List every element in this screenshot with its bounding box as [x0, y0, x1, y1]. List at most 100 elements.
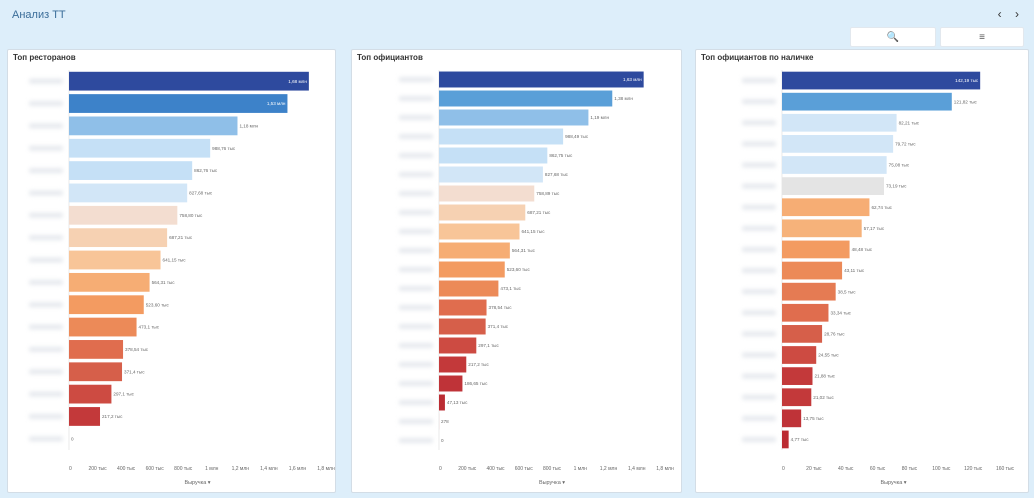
bar[interactable]: [69, 116, 238, 136]
bar[interactable]: [69, 272, 150, 292]
category-label-blurred: [399, 115, 433, 120]
bar[interactable]: [69, 228, 168, 248]
bar[interactable]: [782, 367, 813, 385]
bar-value-label: 38,5 тыс: [838, 289, 857, 294]
bar-value-label: 641,15 тыс: [163, 258, 187, 263]
bar[interactable]: [782, 177, 885, 195]
bar[interactable]: [782, 156, 887, 174]
bar[interactable]: [439, 128, 564, 145]
bar[interactable]: [439, 185, 535, 202]
bar[interactable]: [69, 340, 124, 359]
category-label-blurred: [29, 212, 63, 218]
bar-value-label: 1,68 млн: [288, 79, 307, 84]
bar[interactable]: [439, 337, 477, 354]
bar[interactable]: [782, 198, 870, 217]
bar-value-label: 75,08 тыс: [889, 163, 910, 168]
bar-value-label: 121,82 тыс: [954, 99, 978, 104]
search-button[interactable]: 🔍: [850, 27, 936, 47]
next-arrow-icon[interactable]: ›: [1015, 7, 1019, 21]
x-tick-label: 0: [69, 466, 72, 472]
bar-value-label: 297,1 тыс: [113, 392, 134, 397]
menu-button[interactable]: ≡: [940, 27, 1024, 47]
bar-value-label: 43,11 тыс: [844, 268, 865, 273]
x-tick-label: 80 тыс: [902, 466, 918, 472]
bar[interactable]: [439, 394, 445, 411]
bar[interactable]: [69, 71, 309, 91]
bar-value-label: 186,65 тыс: [464, 381, 488, 386]
bar[interactable]: [439, 299, 487, 316]
bar[interactable]: [69, 205, 178, 225]
bar[interactable]: [69, 161, 193, 180]
bar[interactable]: [439, 223, 520, 240]
prev-arrow-icon[interactable]: ‹: [997, 7, 1002, 21]
bar[interactable]: [439, 166, 543, 183]
bar[interactable]: [439, 375, 463, 392]
bar[interactable]: [69, 94, 288, 113]
bar-value-label: 862,75 тыс: [549, 153, 573, 158]
restaurants-chart: 1,68 млн 1,53 млн 1,18 млн 988,76 тыс 862,76…: [29, 70, 335, 486]
bar-value-label: 371,4 тыс: [124, 369, 145, 374]
bar[interactable]: [782, 219, 862, 238]
bar-value-label: 79,72 тыс: [895, 141, 916, 146]
bar[interactable]: [439, 242, 510, 259]
bar[interactable]: [782, 240, 850, 259]
bar[interactable]: [439, 356, 467, 373]
x-axis-title[interactable]: Выручка ▾: [880, 480, 906, 486]
category-label-blurred: [29, 346, 63, 352]
chart-title: Топ ресторанов: [13, 53, 76, 62]
bar[interactable]: [439, 280, 499, 297]
bar-value-label: 142,19 тыс: [955, 78, 979, 83]
bar[interactable]: [439, 261, 505, 278]
waiters-chart: 1,63 млн 1,38 млн 1,19 млн 988,49 тыс 862,75…: [399, 70, 674, 486]
category-label-blurred: [29, 391, 63, 397]
category-label-blurred: [29, 101, 63, 107]
category-label-blurred: [399, 438, 433, 443]
bar[interactable]: [69, 295, 144, 315]
app-title: Анализ ТТ: [12, 9, 66, 21]
bar-value-label: 297,1 тыс: [478, 343, 499, 348]
x-axis-title[interactable]: Выручка ▾: [184, 480, 210, 486]
bar-value-label: 758,89 тыс: [536, 191, 560, 196]
bar[interactable]: [69, 183, 188, 203]
bar[interactable]: [782, 261, 843, 280]
bar[interactable]: [439, 318, 486, 335]
bar[interactable]: [439, 109, 589, 126]
bar[interactable]: [69, 317, 137, 337]
bar-value-label: 988,76 тыс: [212, 146, 236, 151]
bar[interactable]: [69, 250, 161, 270]
bar[interactable]: [69, 362, 123, 382]
bar[interactable]: [439, 147, 548, 164]
bar[interactable]: [782, 346, 817, 364]
bar[interactable]: [782, 303, 829, 322]
bar[interactable]: [782, 71, 981, 90]
bar[interactable]: [439, 204, 526, 221]
bar-value-label: 1,38 млн: [614, 96, 633, 101]
category-label-blurred: [742, 373, 776, 379]
bar[interactable]: [782, 430, 789, 449]
category-label-blurred: [399, 362, 433, 367]
bar[interactable]: [69, 138, 211, 158]
category-label-blurred: [742, 120, 776, 126]
category-label-blurred: [29, 123, 63, 129]
category-label-blurred: [29, 369, 63, 375]
nav-arrows: ‹ ›: [993, 7, 1024, 21]
bar[interactable]: [782, 92, 952, 111]
category-label-blurred: [742, 268, 776, 274]
bar-value-label: 687,21 тыс: [169, 235, 193, 240]
bar[interactable]: [782, 409, 802, 428]
bar[interactable]: [69, 384, 112, 404]
bar[interactable]: [782, 388, 812, 407]
bar-value-label: 523,60 тыс: [146, 302, 170, 307]
bar[interactable]: [782, 282, 836, 301]
bar[interactable]: [782, 135, 894, 153]
bar[interactable]: [782, 325, 823, 343]
bar[interactable]: [69, 407, 101, 426]
bar-value-label: 0: [71, 436, 74, 441]
bar[interactable]: [439, 71, 644, 88]
x-axis-title[interactable]: Выручка ▾: [539, 480, 565, 486]
bar[interactable]: [439, 90, 613, 107]
bar[interactable]: [782, 113, 897, 132]
bar-value-label: 217,2 тыс: [468, 362, 489, 367]
category-label-blurred: [29, 257, 63, 263]
category-label-blurred: [742, 310, 776, 316]
